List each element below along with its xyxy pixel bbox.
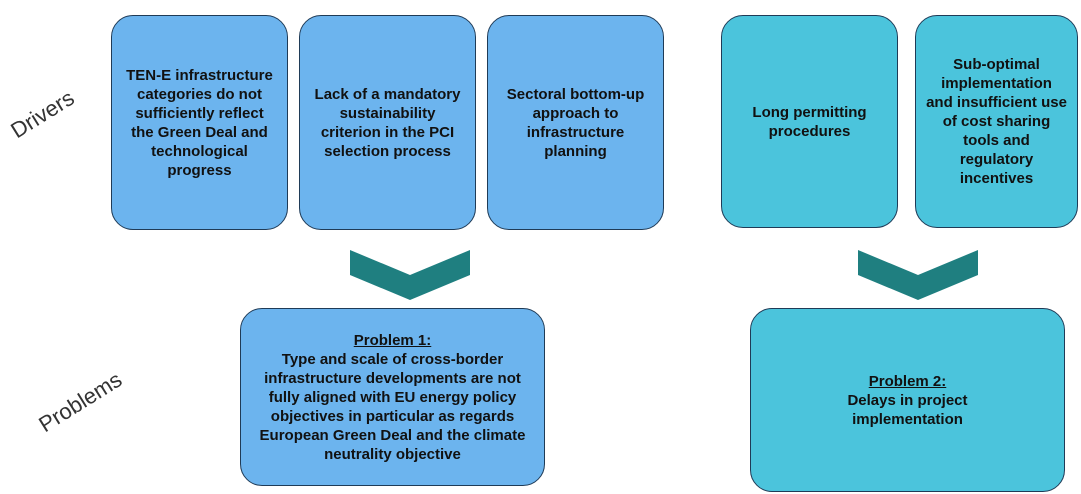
driver-box: Long permitting procedures	[721, 15, 898, 228]
problem-text: Delays in project implementation	[847, 391, 968, 428]
problem-box: Problem 2: Delays in project implementat…	[750, 308, 1065, 492]
driver-box: Lack of a mandatory sustainability crite…	[299, 15, 476, 230]
chevron	[858, 250, 978, 300]
problem-title: Problem 2:	[868, 372, 947, 390]
problem-text: Type and scale of cross-border infrastru…	[259, 350, 526, 463]
problem-title: Problem 1:	[353, 331, 432, 349]
problem-box: Problem 1: Type and scale of cross-borde…	[240, 308, 545, 486]
driver-box: TEN-E infrastructure categories do not s…	[111, 15, 288, 230]
driver-box: Sectoral bottom-up approach to infrastru…	[487, 15, 664, 230]
driver-box: Sub-optimal implementation and insuffici…	[915, 15, 1078, 228]
chevron	[350, 250, 470, 300]
